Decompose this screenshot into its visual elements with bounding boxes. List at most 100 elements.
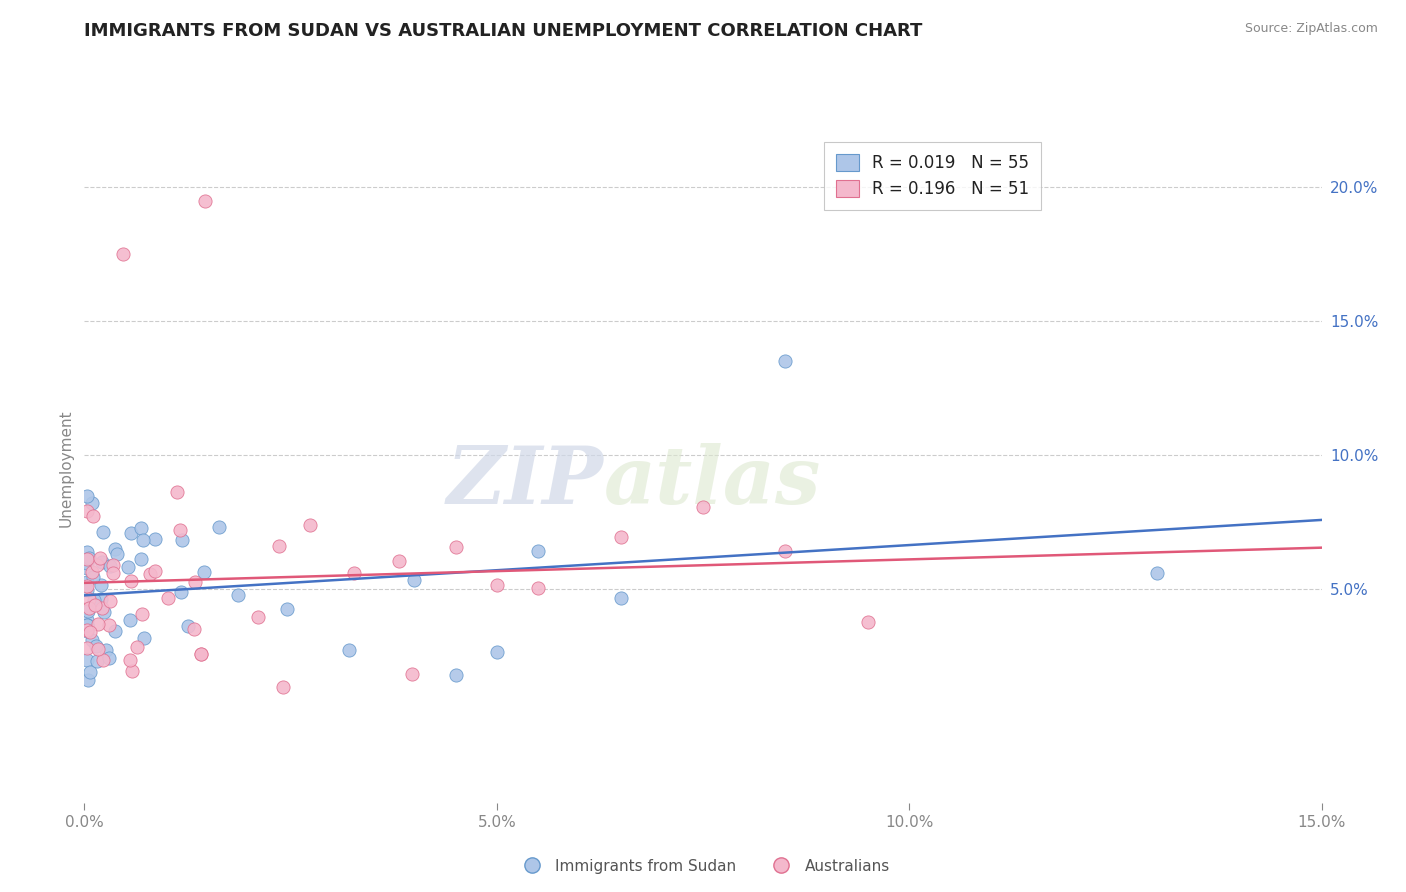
Point bbox=[82, 633, 104, 648]
Point bbox=[76, 653, 98, 667]
Point bbox=[183, 622, 205, 636]
Text: ZIP: ZIP bbox=[447, 443, 605, 520]
Point bbox=[104, 624, 127, 639]
Point bbox=[90, 592, 112, 607]
Point bbox=[79, 624, 101, 639]
Point bbox=[98, 593, 121, 607]
Point bbox=[76, 574, 98, 589]
Point bbox=[190, 647, 212, 661]
Point bbox=[86, 558, 108, 572]
Point bbox=[104, 542, 127, 557]
Point bbox=[76, 503, 98, 517]
Point bbox=[388, 553, 411, 567]
Point bbox=[79, 665, 101, 680]
Point bbox=[76, 618, 98, 632]
Point bbox=[97, 651, 120, 665]
Point bbox=[83, 599, 105, 613]
Point bbox=[527, 581, 550, 595]
Point bbox=[91, 555, 114, 569]
Point bbox=[156, 591, 179, 605]
Point bbox=[132, 533, 155, 547]
Point bbox=[193, 565, 215, 579]
Point bbox=[76, 490, 98, 504]
Point bbox=[246, 609, 269, 624]
Legend: Immigrants from Sudan, Australians: Immigrants from Sudan, Australians bbox=[510, 853, 896, 880]
Point bbox=[609, 591, 631, 606]
Point bbox=[298, 518, 321, 533]
Point bbox=[228, 588, 250, 602]
Point bbox=[143, 564, 166, 578]
Point bbox=[90, 600, 112, 615]
Point bbox=[176, 618, 198, 632]
Point bbox=[97, 618, 120, 632]
Point bbox=[87, 616, 110, 631]
Point bbox=[692, 500, 714, 515]
Point bbox=[76, 613, 98, 627]
Point bbox=[139, 567, 162, 582]
Point bbox=[91, 653, 114, 667]
Point bbox=[76, 623, 98, 637]
Point bbox=[170, 585, 193, 599]
Point bbox=[77, 601, 100, 615]
Point bbox=[83, 592, 105, 607]
Point bbox=[89, 551, 111, 566]
Point bbox=[120, 653, 142, 667]
Point bbox=[131, 607, 153, 622]
Point bbox=[76, 556, 98, 570]
Point bbox=[111, 247, 134, 261]
Text: Source: ZipAtlas.com: Source: ZipAtlas.com bbox=[1244, 22, 1378, 36]
Point bbox=[86, 642, 108, 657]
Point bbox=[527, 544, 550, 558]
Point bbox=[76, 624, 98, 638]
Point bbox=[1146, 566, 1168, 580]
Point bbox=[775, 544, 797, 558]
Point bbox=[76, 545, 98, 559]
Point bbox=[343, 566, 366, 580]
Point bbox=[143, 532, 166, 546]
Point bbox=[129, 521, 152, 535]
Point bbox=[404, 574, 426, 588]
Point bbox=[82, 496, 104, 510]
Point bbox=[121, 664, 143, 678]
Point bbox=[76, 618, 98, 632]
Point bbox=[77, 591, 100, 606]
Point bbox=[82, 508, 104, 523]
Point bbox=[856, 615, 879, 629]
Point bbox=[169, 524, 191, 538]
Point bbox=[269, 539, 291, 553]
Point bbox=[339, 643, 361, 657]
Point bbox=[401, 666, 423, 681]
Point bbox=[82, 570, 104, 584]
Point bbox=[125, 640, 148, 655]
Point bbox=[276, 602, 298, 616]
Point bbox=[76, 552, 98, 566]
Point bbox=[91, 525, 114, 540]
Point bbox=[444, 540, 467, 554]
Point bbox=[120, 574, 142, 588]
Point bbox=[93, 605, 115, 619]
Point bbox=[485, 578, 508, 592]
Legend: R = 0.019   N = 55, R = 0.196   N = 51: R = 0.019 N = 55, R = 0.196 N = 51 bbox=[824, 142, 1040, 211]
Point bbox=[609, 530, 631, 544]
Point bbox=[194, 194, 217, 208]
Point bbox=[120, 526, 142, 541]
Point bbox=[129, 552, 152, 566]
Point bbox=[76, 604, 98, 618]
Point bbox=[76, 579, 98, 593]
Point bbox=[76, 640, 98, 655]
Point bbox=[76, 673, 98, 687]
Point bbox=[76, 561, 98, 575]
Point bbox=[184, 574, 207, 589]
Point bbox=[82, 565, 104, 579]
Point bbox=[101, 558, 124, 573]
Point bbox=[208, 520, 231, 534]
Point bbox=[120, 613, 142, 627]
Point bbox=[84, 639, 107, 653]
Point bbox=[485, 645, 508, 659]
Point bbox=[117, 560, 139, 574]
Point bbox=[132, 631, 155, 645]
Point bbox=[775, 354, 797, 368]
Point bbox=[105, 547, 128, 561]
Point bbox=[90, 578, 112, 592]
Point bbox=[166, 484, 188, 499]
